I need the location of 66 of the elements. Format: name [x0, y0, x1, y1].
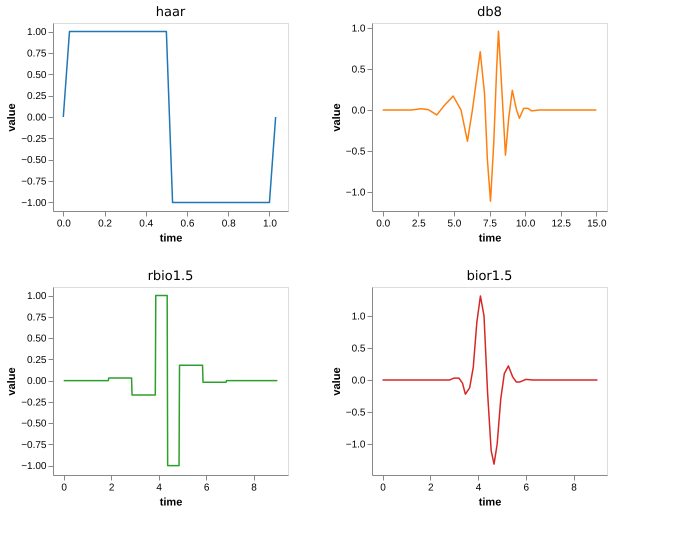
x-tick-label: 2 [428, 482, 434, 494]
y-tick-label: −0.50 [21, 155, 47, 166]
x-tick-label: 0.0 [376, 218, 391, 230]
x-tick-label: 4 [156, 482, 162, 494]
x-tick-label: 2.5 [412, 218, 426, 230]
y-tick-label: 1.0 [352, 23, 366, 34]
x-tick-label: 0 [61, 482, 68, 494]
x-tick-label: 1.0 [262, 218, 278, 230]
x-tick-label: 4 [476, 482, 482, 494]
x-tick-label: 7.5 [483, 218, 498, 230]
y-tick-label: −0.25 [21, 397, 47, 408]
chart-title: haar [156, 5, 186, 20]
y-tick-label: 0.75 [27, 312, 47, 324]
y-tick-label: −0.5 [346, 146, 366, 158]
y-tick-label: −1.00 [21, 198, 47, 209]
y-tick-label: −1.00 [21, 461, 47, 472]
x-tick-label: 2 [108, 482, 115, 494]
y-tick-label: 0.25 [27, 354, 47, 366]
x-axis-title: time [478, 496, 502, 508]
y-tick-label: −0.25 [21, 134, 47, 145]
x-tick-label: 10.0 [516, 218, 536, 230]
line-series [62, 294, 278, 466]
line-series [382, 295, 598, 465]
y-tick-label: 0.00 [27, 376, 47, 388]
y-axis-title: value [330, 367, 343, 396]
y-tick-label: −0.5 [346, 408, 366, 419]
y-tick-label: −0.50 [21, 418, 47, 430]
x-tick-label: 6 [204, 482, 210, 494]
y-axis-title: value [6, 367, 18, 396]
chart-title: bior1.5 [466, 269, 512, 284]
x-tick-label: 0.0 [56, 218, 72, 230]
x-tick-label: 0.2 [98, 218, 112, 230]
y-tick-label: 1.0 [352, 311, 366, 322]
y-tick-label: −0.75 [21, 176, 47, 188]
x-tick-label: 0.4 [139, 218, 154, 230]
y-axis-title: value [330, 103, 343, 132]
x-tick-label: 5.0 [447, 218, 462, 230]
x-axis-title: time [160, 496, 182, 508]
y-tick-label: 0.5 [352, 343, 366, 354]
x-tick-label: 6 [524, 482, 530, 494]
x-tick-label: 15.0 [587, 218, 607, 230]
y-tick-label: 1.00 [27, 291, 47, 302]
y-tick-label: −1.0 [346, 440, 366, 451]
x-tick-label: 0.8 [222, 218, 236, 230]
y-tick-label: 0.75 [27, 48, 47, 60]
y-tick-label: 0.00 [27, 112, 47, 124]
y-tick-label: 0.5 [352, 64, 366, 76]
x-tick-label: 8 [571, 482, 578, 494]
y-tick-label: 0.0 [352, 376, 366, 387]
x-tick-label: 0 [380, 482, 386, 494]
x-tick-label: 0.6 [180, 218, 195, 230]
y-tick-label: 1.00 [27, 27, 47, 38]
chart-title: db8 [477, 4, 502, 20]
chart-title: rbio1.5 [148, 269, 194, 284]
y-axis-title: value [6, 103, 18, 132]
y-tick-label: −1.0 [346, 188, 366, 199]
x-axis-title: time [160, 232, 182, 244]
x-tick-label: 8 [251, 482, 258, 494]
x-tick-label: 12.5 [551, 218, 572, 230]
y-tick-label: 0.50 [27, 334, 47, 345]
x-axis-title: time [478, 232, 502, 244]
y-tick-label: 0.0 [352, 106, 366, 117]
y-tick-label: −0.75 [21, 440, 47, 451]
line-series [382, 30, 598, 202]
y-tick-label: 0.50 [27, 70, 47, 81]
y-tick-label: 0.25 [27, 91, 47, 102]
